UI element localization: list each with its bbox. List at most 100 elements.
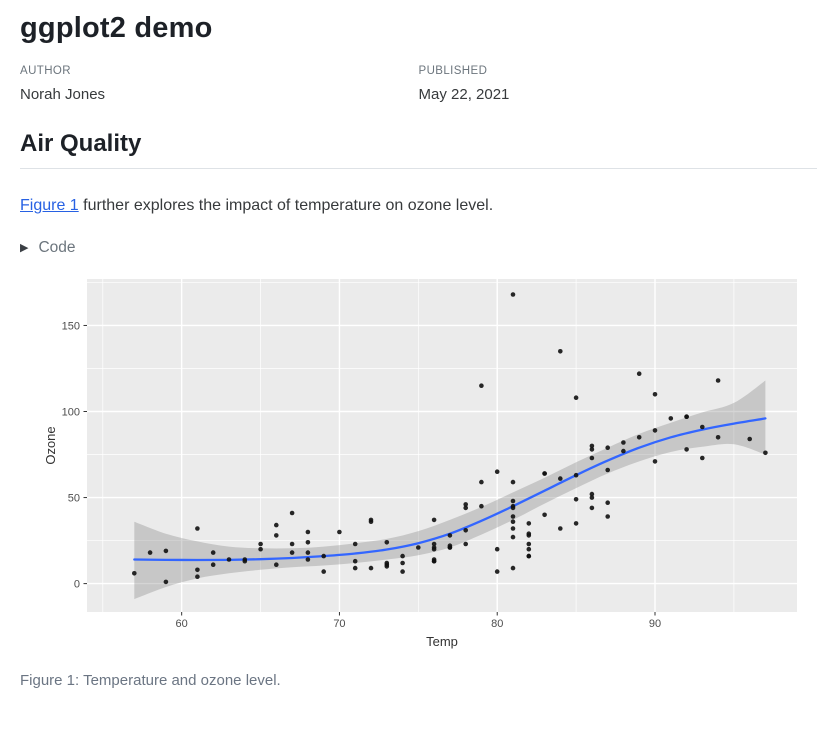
data-point (132, 571, 137, 576)
data-point (463, 541, 469, 547)
data-point (289, 541, 295, 547)
code-fold-details: ▶ Code (20, 239, 817, 257)
code-fold-label: Code (38, 239, 76, 256)
data-point (447, 545, 453, 550)
data-point (337, 529, 342, 535)
data-point (510, 292, 516, 297)
data-point (526, 553, 532, 559)
data-point (274, 522, 279, 528)
data-point (226, 557, 232, 562)
x-tick-label: 90 (649, 618, 661, 630)
data-point (558, 526, 563, 531)
data-point (494, 569, 500, 574)
data-point (463, 502, 469, 507)
data-point (684, 414, 689, 419)
data-point (510, 505, 516, 511)
plot-panel (87, 279, 797, 612)
data-point (542, 471, 547, 476)
y-tick-label: 150 (62, 320, 80, 332)
figure-caption: Figure 1: Temperature and ozone level. (20, 672, 281, 689)
data-point (668, 416, 674, 421)
data-point (431, 541, 437, 547)
data-point (163, 579, 169, 585)
y-tick-label: 0 (74, 579, 80, 591)
data-point (715, 378, 721, 383)
data-point (195, 526, 200, 531)
author-block: AUTHOR Norah Jones (20, 64, 419, 104)
y-tick-label: 50 (68, 493, 80, 505)
data-point (494, 469, 500, 474)
data-point (573, 395, 579, 400)
data-point (526, 533, 532, 538)
data-point (274, 533, 279, 538)
data-point (526, 541, 532, 547)
data-point (163, 548, 169, 554)
x-tick-label: 80 (491, 618, 503, 630)
data-point (384, 560, 390, 566)
data-point (589, 443, 595, 449)
published-block: PUBLISHED May 22, 2021 (419, 64, 818, 104)
data-point (463, 528, 469, 533)
data-point (763, 450, 768, 456)
data-point (479, 503, 484, 509)
data-point (526, 546, 532, 552)
intro-paragraph-text: further explores the impact of temperatu… (78, 197, 494, 214)
data-point (510, 479, 516, 485)
data-point (558, 476, 563, 481)
x-tick-label: 60 (176, 618, 188, 630)
data-point (431, 546, 437, 552)
published-date: May 22, 2021 (418, 86, 510, 103)
data-point (274, 562, 279, 567)
data-point (305, 529, 311, 535)
data-point (636, 371, 642, 376)
data-point (147, 550, 153, 555)
data-point (210, 562, 216, 567)
data-point (542, 512, 547, 518)
data-point (605, 467, 610, 473)
data-point (526, 521, 532, 526)
author-label: AUTHOR (20, 65, 71, 77)
data-point (558, 349, 563, 354)
data-point (605, 445, 610, 450)
x-tick-label: 70 (333, 618, 345, 630)
data-point (447, 533, 453, 538)
data-point (747, 436, 752, 442)
data-point (368, 517, 374, 523)
data-point (305, 557, 311, 562)
data-point (352, 558, 358, 564)
figure-1-link[interactable]: Figure 1 (20, 197, 79, 214)
data-point (289, 510, 295, 516)
data-point (589, 505, 595, 511)
data-point (573, 521, 579, 526)
data-point (621, 448, 626, 454)
data-point (510, 534, 516, 540)
data-point (400, 553, 405, 559)
author-name: Norah Jones (20, 86, 106, 103)
published-label: PUBLISHED (418, 65, 488, 77)
code-fold-toggle[interactable]: ▶ Code (20, 239, 817, 257)
data-point (589, 495, 595, 500)
ozone-temp-chart: 60 70 80 90 0 50 100 150 Temp Ozone (43, 279, 797, 649)
data-point (573, 472, 579, 478)
triangle-right-icon: ▶ (20, 241, 29, 254)
data-point (431, 517, 437, 523)
data-point (431, 557, 437, 562)
data-point (258, 541, 263, 547)
data-point (652, 459, 658, 464)
figure-1: 60 70 80 90 0 50 100 150 Temp Ozone Figure 1: Tem… (0, 268, 824, 691)
data-point (479, 479, 484, 485)
data-point (195, 574, 200, 579)
data-point (510, 526, 516, 531)
data-point (700, 455, 705, 461)
data-point (352, 541, 358, 547)
data-point (463, 505, 469, 511)
data-point (589, 491, 595, 497)
data-point (305, 550, 311, 555)
data-point (510, 519, 516, 524)
data-point (636, 435, 642, 440)
data-point (652, 428, 658, 433)
data-point (305, 540, 311, 545)
data-point (510, 514, 516, 519)
data-point (684, 447, 689, 452)
y-axis-title: Ozone (43, 426, 58, 464)
